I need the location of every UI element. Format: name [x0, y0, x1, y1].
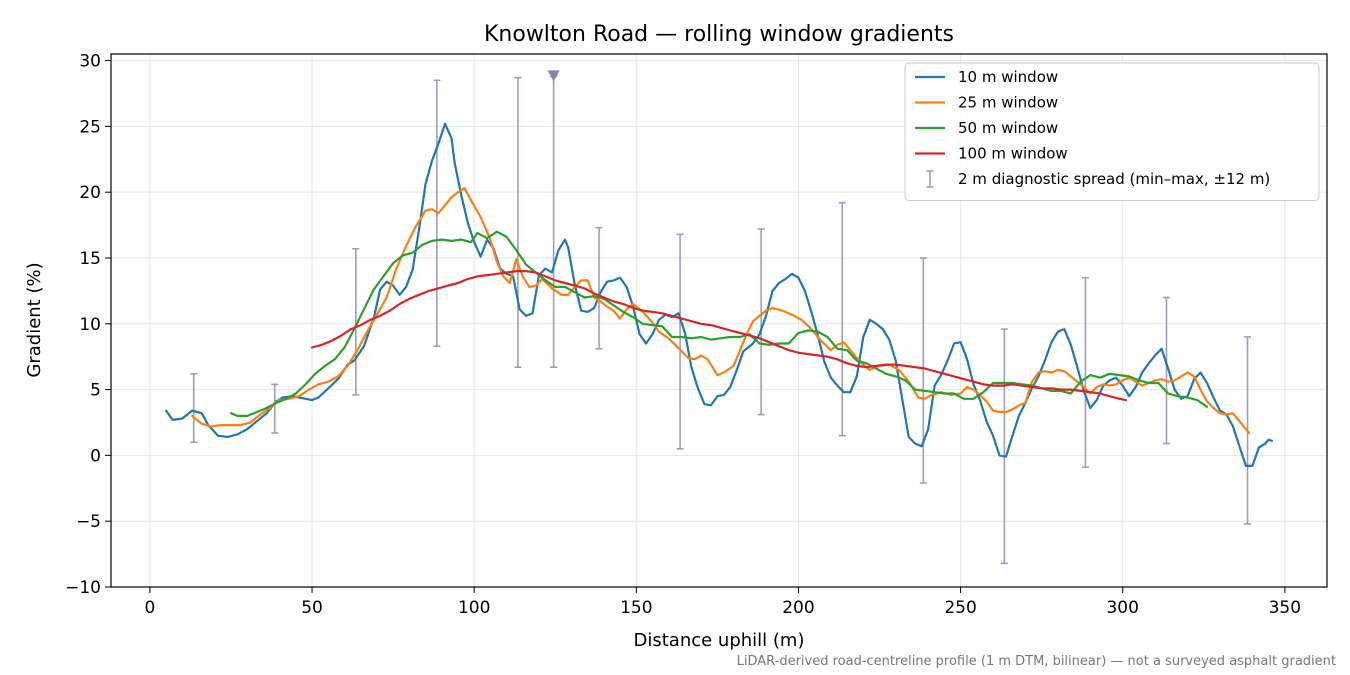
y-tick-label: 25	[79, 117, 101, 137]
y-tick-label: 20	[79, 183, 101, 203]
x-tick-label: 0	[144, 598, 155, 618]
x-tick-label: 350	[1269, 598, 1301, 618]
x-tick-label: 150	[620, 598, 652, 618]
spread-bar	[757, 228, 765, 416]
y-tick-label: 15	[79, 249, 101, 269]
spread-bar	[514, 76, 522, 369]
spread-bar	[595, 226, 603, 350]
plot-frame	[110, 53, 1328, 588]
legend-label: 100 m window	[958, 145, 1068, 163]
series-line	[310, 270, 1128, 402]
series-lines	[165, 122, 1273, 467]
y-axis-title: Gradient (%)	[24, 262, 45, 377]
spread-bar	[1000, 328, 1008, 565]
legend-box	[904, 62, 1320, 201]
spread-bar	[1162, 296, 1170, 445]
x-axis-title: Distance uphill (m)	[634, 630, 805, 651]
spread-bar	[190, 372, 198, 444]
chart-title: Knowlton Road — rolling window gradients	[484, 22, 954, 47]
x-tick-label: 250	[944, 598, 976, 618]
legend-label: 10 m window	[958, 68, 1058, 86]
legend-label: 50 m window	[958, 119, 1058, 137]
spread-max-marker	[547, 70, 560, 82]
series-line	[165, 122, 1273, 467]
legend-errorbar-swatch	[926, 170, 934, 188]
x-tick-label: 50	[301, 598, 323, 618]
y-tick-label: 30	[79, 52, 101, 72]
spread-bar	[919, 257, 927, 484]
y-tick-label: −5	[76, 512, 101, 532]
legend-label: 2 m diagnostic spread (min–max, ±12 m)	[958, 170, 1270, 188]
axis-ticks: 0 50 100 150 200 250 300 350 −10 −5 0 5 10 15 20 25 30	[65, 52, 1301, 618]
legend-label: 25 m window	[958, 94, 1058, 112]
y-tick-label: 10	[79, 315, 101, 335]
spread-bar	[547, 70, 560, 369]
x-tick-label: 300	[1106, 598, 1138, 618]
spread-bar	[838, 201, 846, 437]
spread-bar	[676, 233, 684, 450]
spread-bar	[271, 383, 279, 434]
footnote: LiDAR-derived road-centreline profile (1…	[737, 654, 1336, 669]
spread-bar	[352, 247, 360, 396]
spread-bar	[1081, 276, 1089, 469]
y-tick-label: −10	[65, 578, 101, 598]
legend: 10 m window 25 m window 50 m window 100 m w…	[904, 62, 1320, 201]
x-tick-label: 100	[458, 598, 490, 618]
x-tick-label: 200	[782, 598, 814, 618]
y-tick-label: 0	[90, 446, 101, 466]
series-line	[191, 187, 1251, 435]
y-tick-label: 5	[90, 381, 101, 401]
